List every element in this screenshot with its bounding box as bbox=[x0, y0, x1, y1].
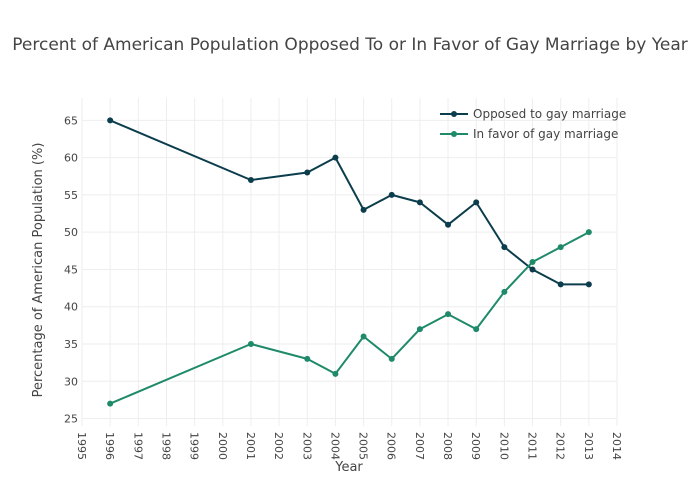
data-point[interactable] bbox=[332, 370, 339, 377]
data-point[interactable] bbox=[388, 355, 395, 362]
data-point[interactable] bbox=[304, 355, 311, 362]
x-axis-title: Year bbox=[334, 460, 363, 475]
data-point[interactable] bbox=[360, 206, 367, 213]
legend-label: In favor of gay marriage bbox=[473, 127, 618, 141]
x-tick-label: 2003 bbox=[300, 432, 313, 460]
legend-item[interactable]: Opposed to gay marriage bbox=[440, 107, 626, 121]
y-tick-label: 60 bbox=[64, 152, 78, 165]
y-tick-label: 40 bbox=[64, 301, 78, 314]
y-tick-label: 30 bbox=[64, 375, 78, 388]
data-point[interactable] bbox=[107, 117, 114, 124]
data-point[interactable] bbox=[585, 281, 592, 288]
data-point[interactable] bbox=[501, 288, 508, 295]
y-axis-title: Percentage of American Population (%) bbox=[31, 143, 46, 398]
x-tick-label: 2006 bbox=[385, 432, 398, 460]
x-tick-label: 2011 bbox=[526, 432, 539, 460]
data-point[interactable] bbox=[473, 326, 480, 333]
data-point[interactable] bbox=[445, 311, 452, 318]
legend-label: Opposed to gay marriage bbox=[473, 107, 626, 121]
x-tick-label: 1997 bbox=[131, 432, 144, 460]
series-line bbox=[109, 119, 589, 286]
series-lines bbox=[107, 117, 592, 407]
data-point[interactable] bbox=[247, 341, 254, 347]
data-point[interactable] bbox=[585, 229, 592, 236]
y-tick-label: 45 bbox=[64, 263, 78, 276]
data-point[interactable] bbox=[247, 177, 254, 183]
axis-ticks: 1995 1996 1997 1998 1999 2000 2001 2002 2003 2004… bbox=[64, 114, 623, 460]
x-tick-label: 2007 bbox=[413, 432, 426, 460]
x-tick-label: 2009 bbox=[469, 432, 482, 460]
legend-marker bbox=[451, 131, 457, 137]
data-point[interactable] bbox=[529, 266, 536, 273]
chart-title: Percent of American Population Opposed T… bbox=[12, 35, 687, 55]
x-tick-label: 2000 bbox=[216, 432, 229, 460]
x-tick-label: 2002 bbox=[272, 432, 285, 460]
x-tick-label: 2005 bbox=[357, 432, 370, 460]
y-tick-label: 50 bbox=[64, 226, 78, 239]
data-point[interactable] bbox=[416, 326, 423, 333]
y-tick-label: 55 bbox=[64, 189, 78, 202]
x-tick-label: 2014 bbox=[610, 432, 623, 460]
x-tick-label: 2013 bbox=[582, 432, 595, 460]
legend[interactable]: Opposed to gay marriage In favor of gay m… bbox=[440, 107, 626, 141]
series-1 bbox=[107, 117, 592, 288]
x-tick-label: 1999 bbox=[188, 432, 201, 460]
x-tick-label: 2008 bbox=[441, 432, 454, 460]
x-tick-label: 2004 bbox=[328, 432, 341, 460]
data-point[interactable] bbox=[332, 154, 339, 161]
x-tick-label: 2001 bbox=[244, 432, 257, 460]
x-tick-label: 1996 bbox=[103, 432, 116, 460]
data-point[interactable] bbox=[416, 199, 423, 206]
data-point[interactable] bbox=[501, 244, 508, 251]
data-point[interactable] bbox=[557, 281, 564, 288]
data-point[interactable] bbox=[445, 221, 452, 228]
data-point[interactable] bbox=[529, 259, 536, 265]
grid bbox=[81, 98, 618, 426]
data-point[interactable] bbox=[360, 333, 367, 340]
data-point[interactable] bbox=[557, 244, 564, 251]
y-tick-label: 65 bbox=[64, 114, 78, 127]
legend-item[interactable]: In favor of gay marriage bbox=[440, 127, 618, 141]
x-tick-label: 2010 bbox=[497, 432, 510, 460]
x-tick-label: 2012 bbox=[554, 432, 567, 460]
data-point[interactable] bbox=[304, 169, 311, 176]
y-tick-label: 25 bbox=[64, 413, 78, 426]
x-tick-label: 1998 bbox=[159, 432, 172, 460]
series-2 bbox=[107, 229, 592, 407]
data-point[interactable] bbox=[388, 191, 395, 198]
data-point[interactable] bbox=[473, 199, 480, 206]
x-tick-label: 1995 bbox=[75, 432, 88, 460]
y-tick-label: 35 bbox=[64, 338, 78, 351]
data-point[interactable] bbox=[107, 400, 114, 407]
legend-marker bbox=[451, 111, 457, 117]
